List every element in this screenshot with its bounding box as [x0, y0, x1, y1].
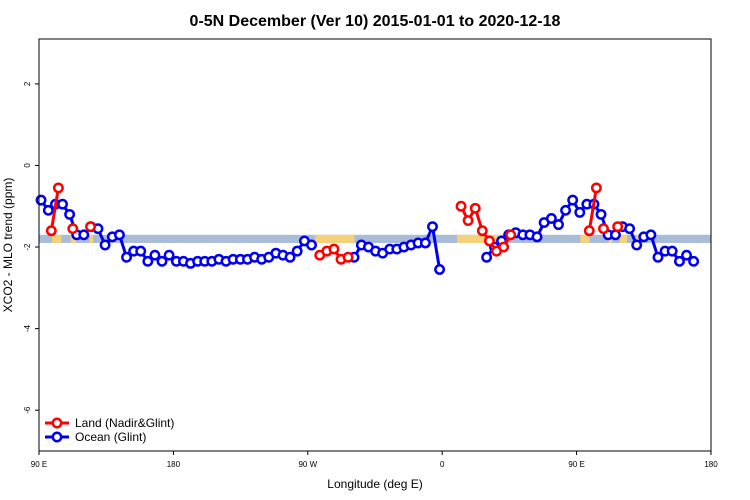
y-tick-label: -4 [23, 325, 32, 333]
land-point [612, 221, 624, 233]
ocean-point [645, 229, 657, 241]
ocean-point [35, 194, 47, 206]
band-land-segment [89, 234, 94, 243]
ocean-point [149, 249, 161, 261]
land-point [455, 200, 467, 212]
chart-title: 0-5N December (Ver 10) 2015-01-01 to 202… [190, 13, 561, 30]
ocean-point [284, 251, 296, 263]
land-point [476, 225, 488, 237]
ocean-point [595, 208, 607, 220]
ocean-point [574, 206, 586, 218]
ocean-point [531, 231, 543, 243]
ocean-point [57, 198, 68, 210]
ocean-point [135, 245, 147, 257]
y-tick-label: 0 [23, 163, 32, 168]
legend-land-label: Land (Nadir&Glint) [75, 416, 174, 430]
ocean-point [121, 251, 132, 263]
ocean-point [567, 194, 579, 206]
land-point [342, 251, 354, 263]
ocean-point [688, 255, 700, 267]
y-axis: 2 0 -2 -4 -6 [23, 81, 39, 414]
ocean-point [652, 251, 664, 263]
ocean-point [560, 204, 572, 216]
ocean-point [64, 208, 76, 220]
x-tick-label: 0 [440, 460, 445, 469]
land-point [483, 235, 495, 247]
x-tick-label: 90 E [31, 460, 47, 469]
band-land-segment [457, 234, 508, 243]
band-land-segment [619, 234, 627, 243]
land-point [583, 225, 595, 237]
series-layer [35, 182, 700, 275]
land-point [498, 241, 510, 253]
ocean-point [42, 204, 54, 216]
ocean-point [427, 221, 438, 233]
land-point [505, 229, 517, 241]
ocean-point [156, 255, 168, 267]
land-point [462, 215, 474, 226]
band-ocean [39, 234, 711, 243]
land-point [328, 243, 340, 255]
ocean-point [553, 219, 564, 231]
ocean-point [681, 249, 692, 261]
land-line [587, 187, 598, 231]
legend-ocean-label: Ocean (Glint) [75, 430, 146, 444]
plot-frame [38, 38, 712, 452]
ocean-point [142, 255, 154, 267]
ocean-point [419, 237, 431, 249]
x-axis-label: Longitude (deg E) [327, 477, 422, 491]
ocean-point [306, 239, 317, 251]
ocean-point [114, 229, 125, 241]
x-tick-label: 90 E [568, 460, 584, 469]
ocean-point [545, 213, 557, 224]
band-land-segment [52, 234, 62, 243]
ocean-point [78, 229, 90, 241]
x-tick-label: 180 [704, 460, 718, 469]
ocean-point [674, 255, 685, 267]
land-point [590, 182, 602, 194]
land-line [49, 187, 60, 231]
y-tick-label: 2 [23, 81, 32, 86]
legend: Land (Nadir&Glint) Ocean (Glint) [45, 416, 174, 444]
land-point [85, 221, 96, 233]
legend-ocean-marker [51, 431, 63, 443]
y-tick-label: -2 [23, 243, 32, 251]
ocean-point [631, 239, 643, 251]
ocean-point [99, 239, 111, 251]
ocean-point [481, 251, 493, 263]
land-point [52, 182, 64, 194]
ocean-point [163, 249, 175, 261]
land-point [45, 225, 57, 237]
x-tick-label: 90 W [298, 460, 317, 469]
ocean-point [624, 223, 636, 235]
land-point [67, 223, 79, 235]
legend-land-marker [51, 417, 63, 429]
ocean-point [434, 264, 446, 275]
y-axis-label: XCO2 - MLO trend (ppm) [1, 178, 15, 313]
x-tick-label: 180 [167, 460, 181, 469]
land-point [598, 223, 609, 235]
y-tick-label: -6 [23, 406, 32, 414]
ocean-point [666, 245, 678, 257]
x-axis: 90 E 180 90 W 0 90 E 180 [31, 451, 718, 469]
ocean-point [291, 245, 303, 257]
band-land-segment [315, 234, 355, 243]
land-point [469, 202, 481, 214]
band-land-segment [580, 234, 590, 243]
